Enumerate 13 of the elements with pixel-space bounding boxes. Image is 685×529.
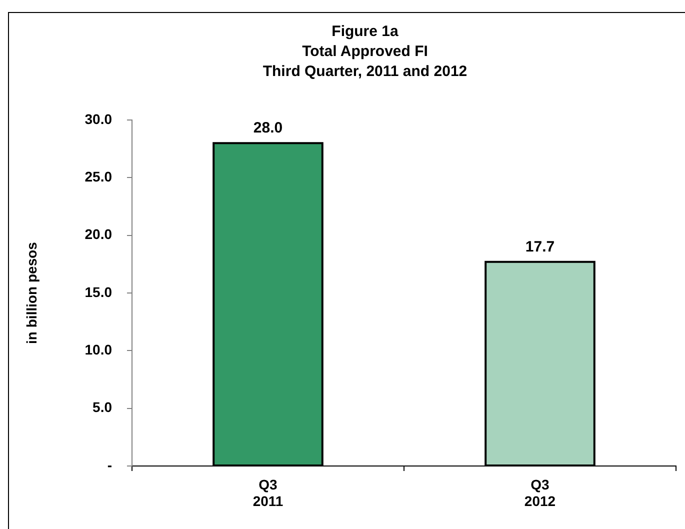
x-tick-label: Q3 2012 xyxy=(524,476,556,510)
y-tick-label: - xyxy=(107,456,112,473)
y-axis-title: in billion pesos xyxy=(23,242,40,344)
y-tick-label: 25.0 xyxy=(84,168,112,185)
y-tick-label: 20.0 xyxy=(84,226,112,242)
y-tick-label: 15.0 xyxy=(84,284,112,300)
x-tick-label: Q3 2011 xyxy=(252,476,284,510)
data-label: 28.0 xyxy=(253,120,283,137)
data-label: 17.7 xyxy=(525,238,555,256)
y-tick-label: 10.0 xyxy=(84,342,112,358)
chart-title: Figure 1a Total Approved FI Third Quarter, 2011 and 2012 xyxy=(262,22,468,82)
y-tick-label: 5.0 xyxy=(92,399,112,416)
y-tick-label: 30.0 xyxy=(84,110,112,127)
